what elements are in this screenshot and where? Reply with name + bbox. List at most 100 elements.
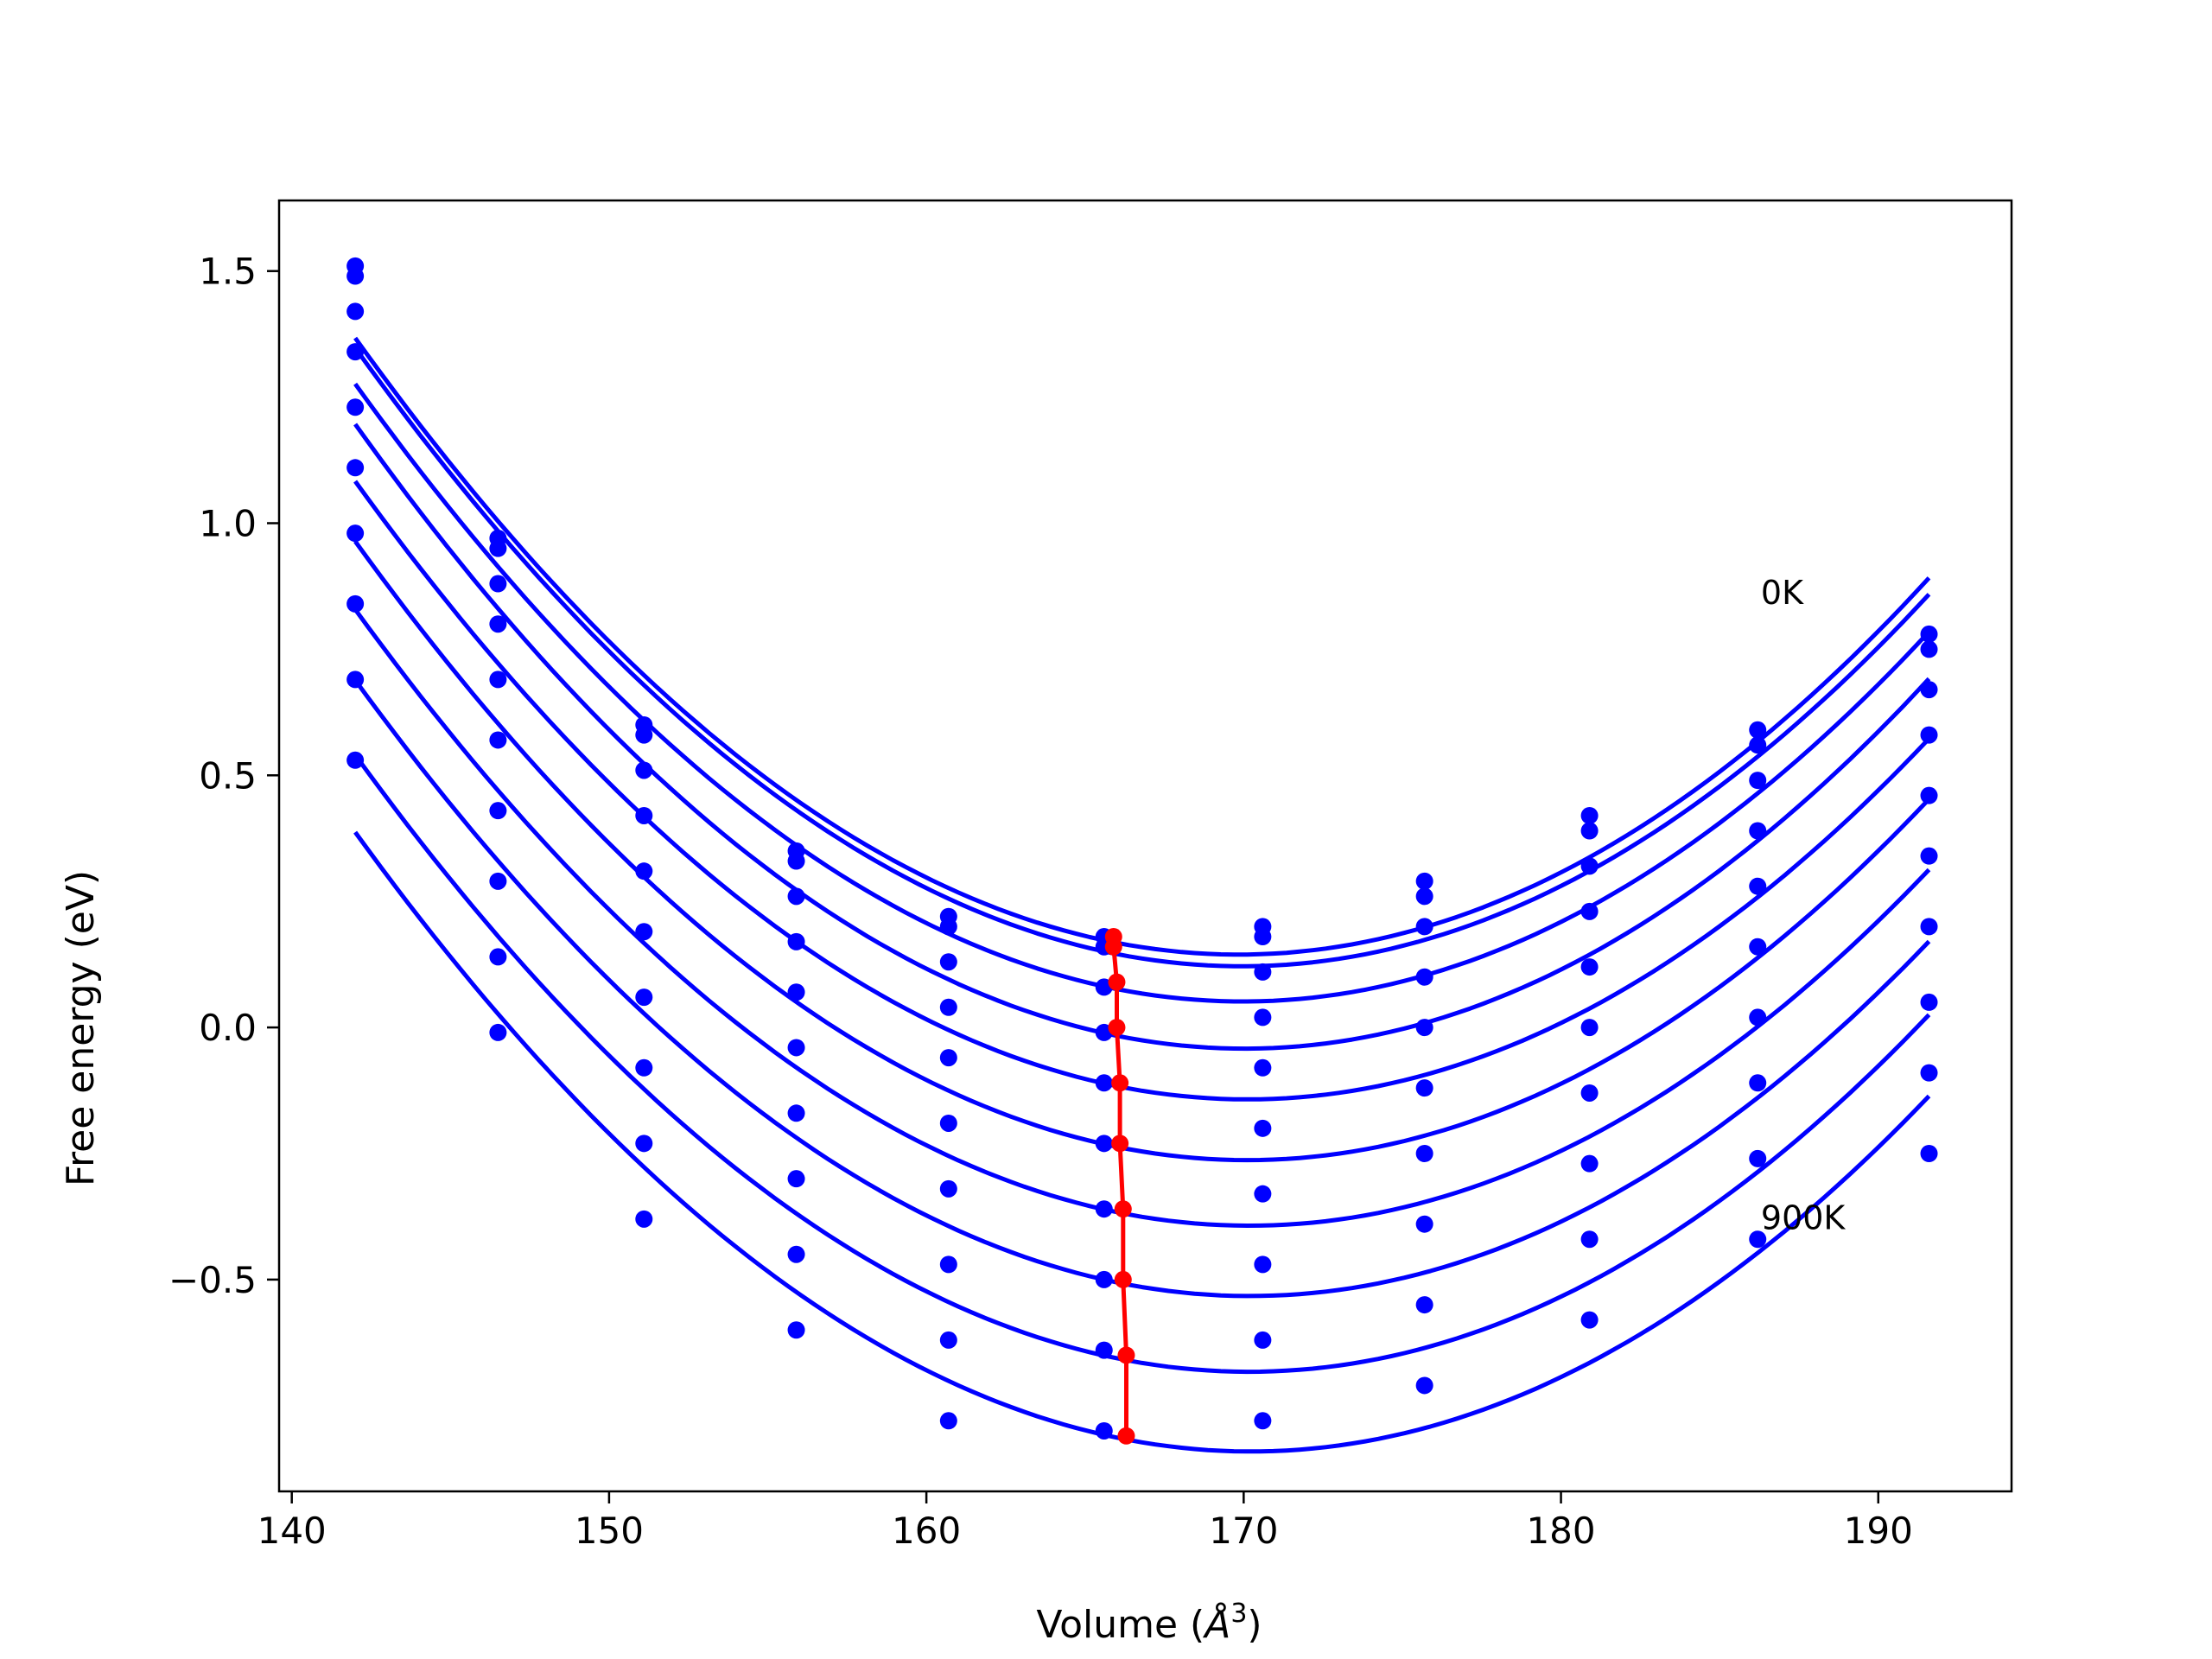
data-point	[489, 872, 507, 890]
data-point	[1580, 1019, 1599, 1037]
minimum-point	[1104, 938, 1122, 956]
data-point	[489, 539, 507, 557]
fit-curve	[353, 480, 1931, 1102]
data-point	[1580, 1084, 1599, 1102]
data-point	[489, 1023, 507, 1041]
data-point	[1254, 1058, 1272, 1077]
data-point	[1580, 958, 1599, 976]
data-point	[1580, 1154, 1599, 1173]
data-point	[635, 1210, 653, 1228]
x-axis-title-text: Volume (	[1036, 1603, 1205, 1647]
data-point	[1920, 918, 1938, 936]
data-point	[635, 988, 653, 1007]
data-point	[1580, 1230, 1599, 1249]
data-point	[1254, 1255, 1272, 1274]
fit-curve	[353, 346, 1931, 969]
series-5	[346, 459, 1938, 1163]
data-point	[1254, 928, 1272, 946]
data-point	[1749, 736, 1767, 754]
data-point	[346, 267, 365, 285]
data-point	[939, 1114, 957, 1132]
x-tick-label: 140	[257, 1510, 327, 1552]
data-point	[787, 1245, 805, 1263]
minimum-point	[1111, 1135, 1129, 1153]
data-point	[1920, 993, 1938, 1011]
x-axis-title-exponent: 3	[1230, 1599, 1247, 1629]
fit-curve	[353, 540, 1931, 1163]
data-point	[1095, 1074, 1113, 1092]
data-point	[1415, 1215, 1433, 1233]
data-point	[1254, 1008, 1272, 1027]
data-point	[1095, 1341, 1113, 1359]
data-point	[1415, 918, 1433, 936]
x-axis-title: Volume (Å3)	[1036, 1599, 1262, 1647]
data-point	[1920, 847, 1938, 865]
minimum-point	[1114, 1200, 1132, 1218]
data-point	[1749, 877, 1767, 895]
y-axis-title: Free energy (eV)	[59, 870, 103, 1186]
plot-frame	[277, 199, 2013, 1493]
minimum-point	[1114, 1270, 1132, 1288]
data-point	[1580, 822, 1599, 840]
data-point	[635, 1058, 653, 1077]
series-layer	[346, 257, 1938, 1454]
data-point	[489, 948, 507, 966]
data-point	[1095, 1421, 1113, 1440]
y-tick-label: −0.5	[168, 1259, 257, 1301]
data-point	[939, 1049, 957, 1067]
data-point	[787, 1170, 805, 1188]
data-point	[489, 615, 507, 633]
fit-curve	[353, 336, 1931, 957]
temperature-annotation: 900K	[1761, 1199, 1847, 1237]
y-tick-label: 0.0	[199, 1007, 257, 1049]
data-point	[346, 343, 365, 361]
data-point	[787, 852, 805, 870]
data-point	[1920, 1144, 1938, 1162]
data-point	[1749, 1149, 1767, 1167]
data-point	[787, 1039, 805, 1057]
series-8	[346, 671, 1938, 1375]
data-point	[635, 923, 653, 941]
data-point	[939, 1331, 957, 1349]
data-point	[489, 802, 507, 820]
data-point	[346, 459, 365, 477]
data-point	[1749, 1230, 1767, 1249]
data-point	[346, 398, 365, 416]
minima-layer	[1104, 928, 1135, 1445]
minimum-point	[1108, 973, 1126, 991]
data-point	[939, 1255, 957, 1274]
minimum-point	[1117, 1346, 1135, 1364]
data-point	[1095, 1135, 1113, 1153]
data-point	[1749, 772, 1767, 790]
data-point	[1415, 1019, 1433, 1037]
y-axis: −0.5 0.0 0.5 1.0 1.5	[168, 251, 279, 1301]
data-point	[1920, 726, 1938, 744]
temperature-annotation: 0K	[1761, 574, 1804, 612]
x-tick-label: 180	[1526, 1510, 1595, 1552]
x-axis-title-close: )	[1247, 1603, 1262, 1647]
data-point	[1920, 786, 1938, 804]
series-6	[346, 524, 1938, 1228]
data-point	[489, 731, 507, 749]
data-point	[1254, 963, 1272, 981]
data-point	[787, 1321, 805, 1339]
data-point	[1580, 806, 1599, 824]
data-point	[939, 1179, 957, 1198]
fit-curve	[353, 382, 1931, 1004]
data-point	[1580, 857, 1599, 875]
data-point	[1254, 1331, 1272, 1349]
data-point	[1415, 968, 1433, 986]
data-point	[1415, 1376, 1433, 1395]
series-7	[346, 594, 1938, 1299]
series-4	[346, 398, 1938, 1102]
data-point	[346, 524, 365, 543]
series-1	[346, 267, 1938, 969]
y-tick-label: 1.5	[199, 251, 257, 293]
x-tick-label: 190	[1844, 1510, 1913, 1552]
data-point	[1415, 887, 1433, 906]
data-point	[939, 1412, 957, 1430]
data-point	[635, 1135, 653, 1153]
minimum-point	[1117, 1427, 1135, 1445]
data-point	[939, 998, 957, 1016]
